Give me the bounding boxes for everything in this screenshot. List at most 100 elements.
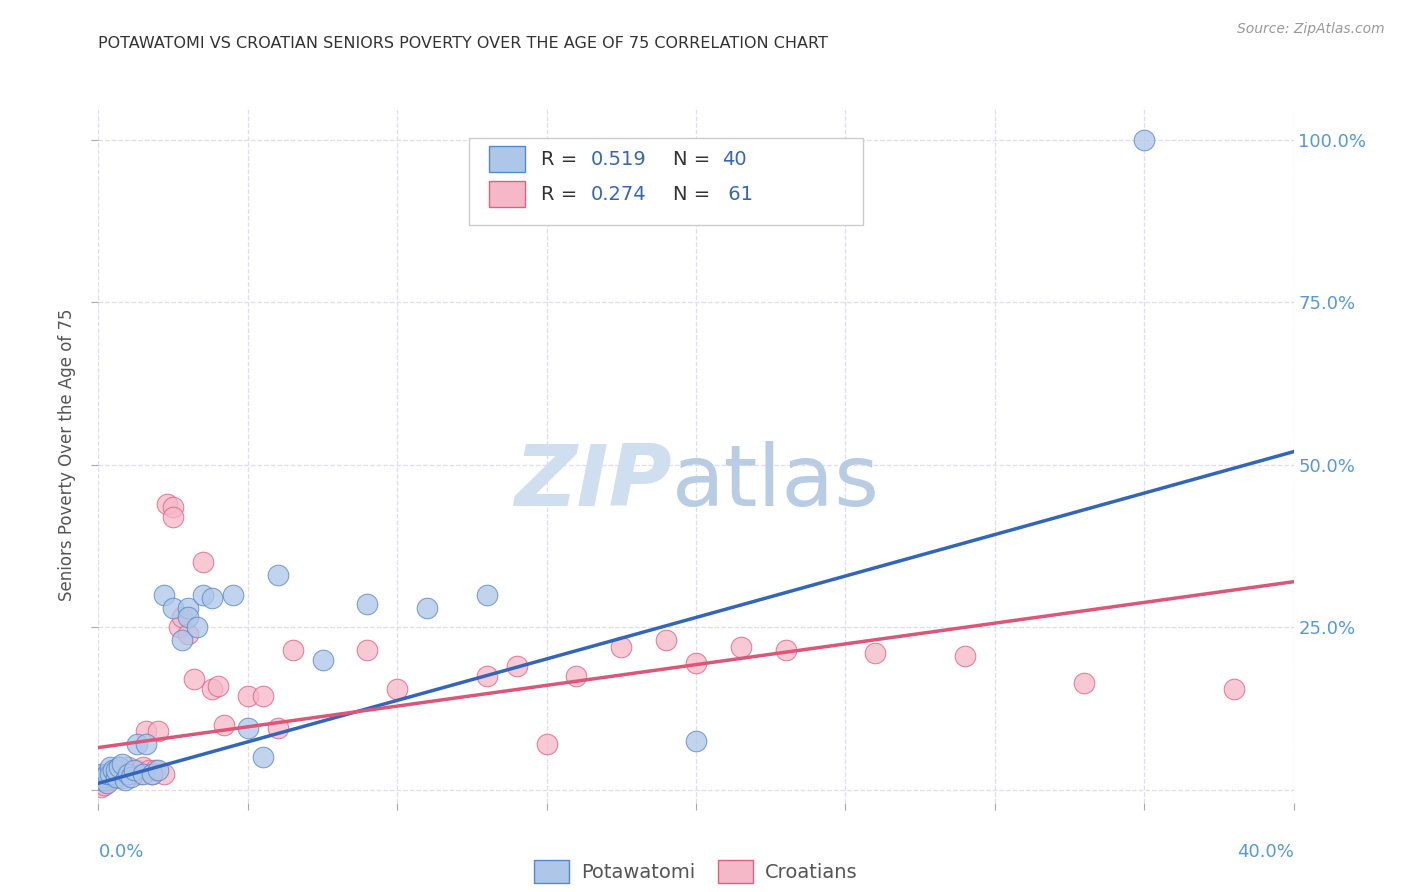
Point xyxy=(222,588,245,602)
Point xyxy=(267,721,290,735)
Point xyxy=(356,643,378,657)
Point xyxy=(120,766,142,780)
Point xyxy=(141,766,163,780)
Point xyxy=(775,643,797,657)
Point xyxy=(267,568,290,582)
Point xyxy=(565,669,588,683)
Point xyxy=(108,760,131,774)
Point xyxy=(162,509,184,524)
Point xyxy=(105,771,128,785)
Point xyxy=(183,672,205,686)
Point xyxy=(127,764,149,778)
Point xyxy=(148,764,170,778)
Point xyxy=(90,780,112,794)
Point xyxy=(124,764,146,778)
Text: R =: R = xyxy=(540,150,583,169)
Point xyxy=(129,766,152,780)
Point xyxy=(103,764,125,778)
Point xyxy=(90,772,112,787)
Text: N =: N = xyxy=(673,185,717,203)
Point xyxy=(96,770,118,784)
Point xyxy=(103,764,125,778)
Point xyxy=(212,718,235,732)
Point xyxy=(103,768,125,782)
Legend: Potawatomi, Croatians: Potawatomi, Croatians xyxy=(526,853,866,890)
Point xyxy=(111,766,134,780)
Point xyxy=(120,770,142,784)
Point xyxy=(141,766,163,780)
Point xyxy=(111,771,134,785)
Text: 40.0%: 40.0% xyxy=(1237,843,1294,861)
Point xyxy=(93,772,115,787)
Point xyxy=(162,500,184,514)
Point xyxy=(201,591,224,605)
Point xyxy=(90,776,112,790)
Text: 61: 61 xyxy=(723,185,754,203)
Point xyxy=(90,770,112,784)
Point xyxy=(1073,675,1095,690)
Point xyxy=(252,689,274,703)
Point xyxy=(191,555,214,569)
Point xyxy=(162,600,184,615)
Point xyxy=(655,633,678,648)
Point xyxy=(865,646,887,660)
Point xyxy=(96,766,118,780)
Point xyxy=(506,659,529,673)
Point xyxy=(100,766,122,780)
Point xyxy=(111,756,134,771)
Point xyxy=(93,770,115,784)
Bar xyxy=(489,181,524,208)
Point xyxy=(252,750,274,764)
Point xyxy=(93,772,115,787)
Point xyxy=(1133,132,1156,146)
Point xyxy=(93,766,115,780)
Point xyxy=(105,766,128,780)
Point xyxy=(207,679,229,693)
Text: POTAWATOMI VS CROATIAN SENIORS POVERTY OVER THE AGE OF 75 CORRELATION CHART: POTAWATOMI VS CROATIAN SENIORS POVERTY O… xyxy=(98,36,828,51)
Point xyxy=(356,598,378,612)
Point xyxy=(127,737,149,751)
Point xyxy=(1223,681,1246,696)
Point xyxy=(191,588,214,602)
Text: 0.519: 0.519 xyxy=(591,150,647,169)
Point xyxy=(167,620,190,634)
Point xyxy=(114,772,136,787)
Point xyxy=(685,734,707,748)
Point xyxy=(156,497,179,511)
Text: ZIP: ZIP xyxy=(515,442,672,524)
Point xyxy=(135,737,157,751)
Point xyxy=(172,633,194,648)
Point xyxy=(201,681,224,696)
Point xyxy=(143,764,166,778)
Point xyxy=(385,681,409,696)
FancyBboxPatch shape xyxy=(470,138,863,226)
Point xyxy=(100,766,122,780)
Point xyxy=(132,760,155,774)
Point xyxy=(177,600,200,615)
Point xyxy=(96,772,118,787)
Point xyxy=(610,640,633,654)
Point xyxy=(105,770,128,784)
Text: atlas: atlas xyxy=(672,442,880,524)
Point xyxy=(100,760,122,774)
Point xyxy=(281,643,304,657)
Point xyxy=(96,776,118,790)
Point xyxy=(172,610,194,624)
Point xyxy=(236,721,259,735)
Point xyxy=(135,724,157,739)
Point xyxy=(730,640,752,654)
Point xyxy=(117,766,139,780)
Point xyxy=(177,626,200,640)
Point xyxy=(186,620,208,634)
Point xyxy=(108,760,131,774)
Point xyxy=(153,766,176,780)
Point xyxy=(105,764,128,778)
Point xyxy=(90,766,112,780)
Point xyxy=(138,764,160,778)
Point xyxy=(114,764,136,778)
Point xyxy=(475,669,498,683)
Point xyxy=(177,610,200,624)
Point xyxy=(475,588,498,602)
Bar xyxy=(489,145,524,172)
Point xyxy=(93,778,115,792)
